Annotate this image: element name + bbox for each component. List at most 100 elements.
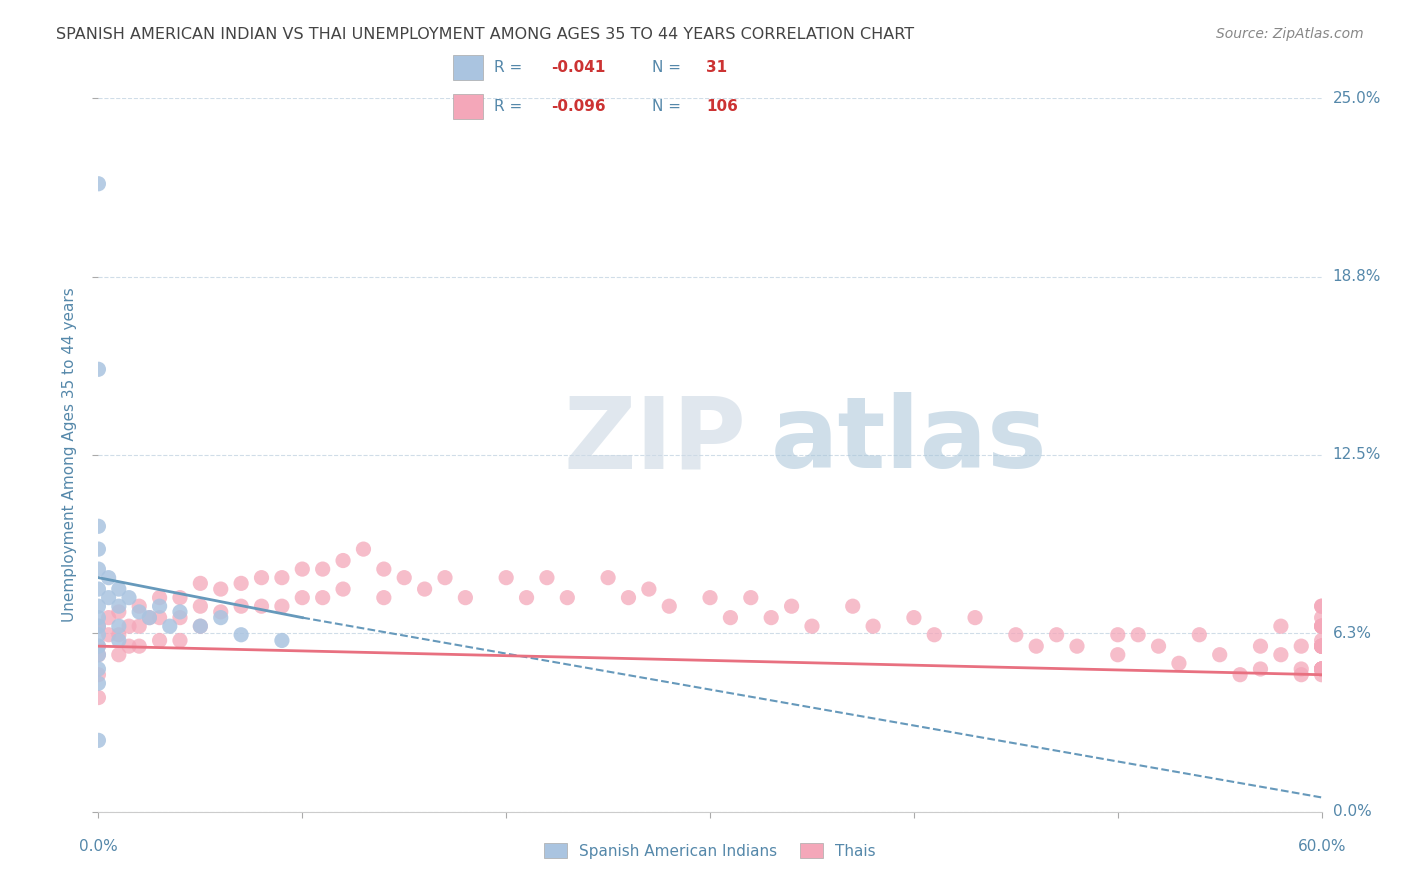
Text: 0.0%: 0.0%	[1333, 805, 1371, 819]
Point	[87, 628, 110, 642]
Point	[1249, 662, 1271, 676]
Text: N =: N =	[652, 60, 686, 75]
Point	[128, 619, 150, 633]
Point	[617, 591, 640, 605]
Point	[87, 733, 110, 747]
FancyBboxPatch shape	[453, 54, 484, 80]
Point	[1310, 599, 1333, 614]
Point	[1310, 639, 1333, 653]
Point	[87, 648, 110, 662]
Point	[209, 582, 232, 596]
Point	[373, 591, 395, 605]
Point	[87, 662, 110, 676]
Text: Source: ZipAtlas.com: Source: ZipAtlas.com	[1216, 27, 1364, 41]
Point	[128, 605, 150, 619]
Point	[108, 619, 131, 633]
Point	[1310, 639, 1333, 653]
Point	[1310, 619, 1333, 633]
Text: N =: N =	[652, 99, 686, 114]
Point	[699, 591, 721, 605]
Point	[87, 619, 110, 633]
Point	[270, 633, 294, 648]
Point	[1291, 667, 1313, 681]
Point	[1045, 628, 1069, 642]
Point	[413, 582, 436, 596]
Text: 18.8%: 18.8%	[1333, 269, 1381, 284]
Point	[658, 599, 681, 614]
Point	[1107, 628, 1129, 642]
Text: -0.041: -0.041	[551, 60, 605, 75]
Point	[1310, 662, 1333, 676]
Point	[87, 562, 110, 576]
Point	[352, 542, 374, 557]
Point	[1310, 662, 1333, 676]
Point	[188, 576, 212, 591]
Point	[1209, 648, 1232, 662]
Point	[250, 599, 273, 614]
Point	[108, 648, 131, 662]
Point	[1310, 662, 1333, 676]
Point	[434, 571, 457, 585]
Point	[87, 619, 110, 633]
Point	[1107, 648, 1129, 662]
Text: R =: R =	[494, 60, 527, 75]
Text: SPANISH AMERICAN INDIAN VS THAI UNEMPLOYMENT AMONG AGES 35 TO 44 YEARS CORRELATI: SPANISH AMERICAN INDIAN VS THAI UNEMPLOY…	[56, 27, 914, 42]
Point	[1310, 662, 1333, 676]
Point	[108, 605, 131, 619]
Point	[97, 610, 120, 624]
Point	[149, 610, 172, 624]
Point	[392, 571, 416, 585]
Point	[1310, 639, 1333, 653]
Point	[922, 628, 945, 642]
Point	[97, 628, 120, 642]
Point	[312, 591, 335, 605]
Point	[332, 553, 354, 567]
Point	[270, 599, 294, 614]
Point	[1310, 639, 1333, 653]
Point	[118, 591, 141, 605]
Point	[87, 676, 110, 690]
Point	[169, 605, 191, 619]
Point	[740, 591, 762, 605]
Text: 106: 106	[706, 99, 738, 114]
Point	[536, 571, 558, 585]
Point	[149, 591, 172, 605]
Point	[209, 605, 232, 619]
Point	[1310, 599, 1333, 614]
Point	[516, 591, 538, 605]
Point	[169, 610, 191, 624]
Point	[1291, 639, 1313, 653]
Legend: Spanish American Indians, Thais: Spanish American Indians, Thais	[538, 837, 882, 864]
Point	[718, 610, 742, 624]
Point	[138, 610, 160, 624]
Point	[1310, 662, 1333, 676]
Point	[1229, 667, 1251, 681]
Point	[801, 619, 824, 633]
Point	[159, 619, 181, 633]
Text: 31: 31	[706, 60, 727, 75]
Point	[149, 633, 172, 648]
Point	[761, 610, 783, 624]
Text: 12.5%: 12.5%	[1333, 448, 1381, 462]
Point	[1310, 662, 1333, 676]
Point	[87, 690, 110, 705]
Point	[1310, 639, 1333, 653]
Point	[169, 591, 191, 605]
Point	[87, 519, 110, 533]
Point	[1310, 639, 1333, 653]
Point	[1310, 619, 1333, 633]
Point	[780, 599, 803, 614]
Point	[1310, 667, 1333, 681]
Point	[87, 639, 110, 653]
Point	[87, 177, 110, 191]
Point	[1310, 633, 1333, 648]
Point	[108, 628, 131, 642]
Point	[118, 639, 141, 653]
Text: ZIP: ZIP	[564, 392, 747, 489]
Point	[188, 619, 212, 633]
Point	[209, 610, 232, 624]
Point	[291, 591, 314, 605]
Text: 0.0%: 0.0%	[79, 839, 118, 855]
Point	[1310, 619, 1333, 633]
Point	[97, 591, 120, 605]
